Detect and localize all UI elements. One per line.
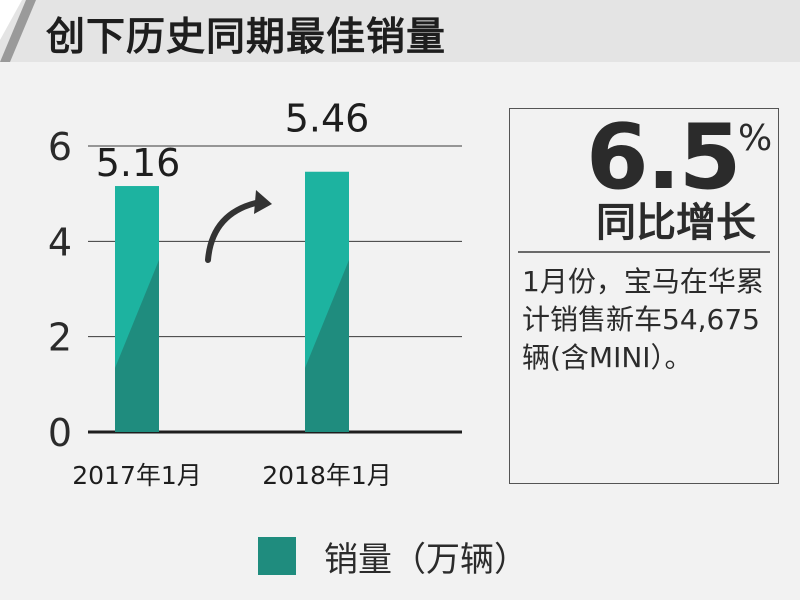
growth-label: 同比增长 bbox=[596, 200, 756, 246]
data-label: 5.46 bbox=[285, 97, 370, 141]
bar-shade bbox=[305, 260, 349, 432]
x-tick-label: 2017年1月 bbox=[72, 461, 202, 490]
legend-swatch bbox=[258, 537, 296, 575]
y-tick-label: 0 bbox=[48, 411, 72, 455]
bar-chart: 0 2 4 6 5.16 2017年1月 5.46 2018年1月 bbox=[48, 97, 462, 490]
chart-legend: 销量（万辆） bbox=[258, 536, 528, 580]
y-tick-label: 6 bbox=[48, 125, 72, 169]
y-tick-label: 4 bbox=[48, 220, 72, 264]
header-stripe-decoration bbox=[0, 0, 36, 62]
legend-label: 销量（万辆） bbox=[324, 539, 528, 580]
y-tick-label: 2 bbox=[48, 316, 72, 360]
growth-unit: % bbox=[738, 118, 773, 159]
x-tick-label: 2018年1月 bbox=[262, 461, 392, 490]
info-box: 6.5 % 同比增长 1月份，宝马在华累计销售新车54,675辆(含MINI）。 bbox=[509, 108, 779, 484]
growth-value: 6.5 bbox=[586, 105, 741, 210]
header-bar: 创下历史同期最佳销量 bbox=[0, 0, 800, 62]
page-title: 创下历史同期最佳销量 bbox=[46, 15, 447, 60]
info-description: 1月份，宝马在华累计销售新车54,675辆(含MINI）。 bbox=[522, 265, 764, 374]
data-label: 5.16 bbox=[96, 141, 181, 185]
info-divider bbox=[518, 251, 770, 253]
bar-shade bbox=[115, 260, 159, 432]
growth-arrow-icon bbox=[205, 199, 263, 263]
growth-arrow-head-icon bbox=[254, 190, 272, 214]
